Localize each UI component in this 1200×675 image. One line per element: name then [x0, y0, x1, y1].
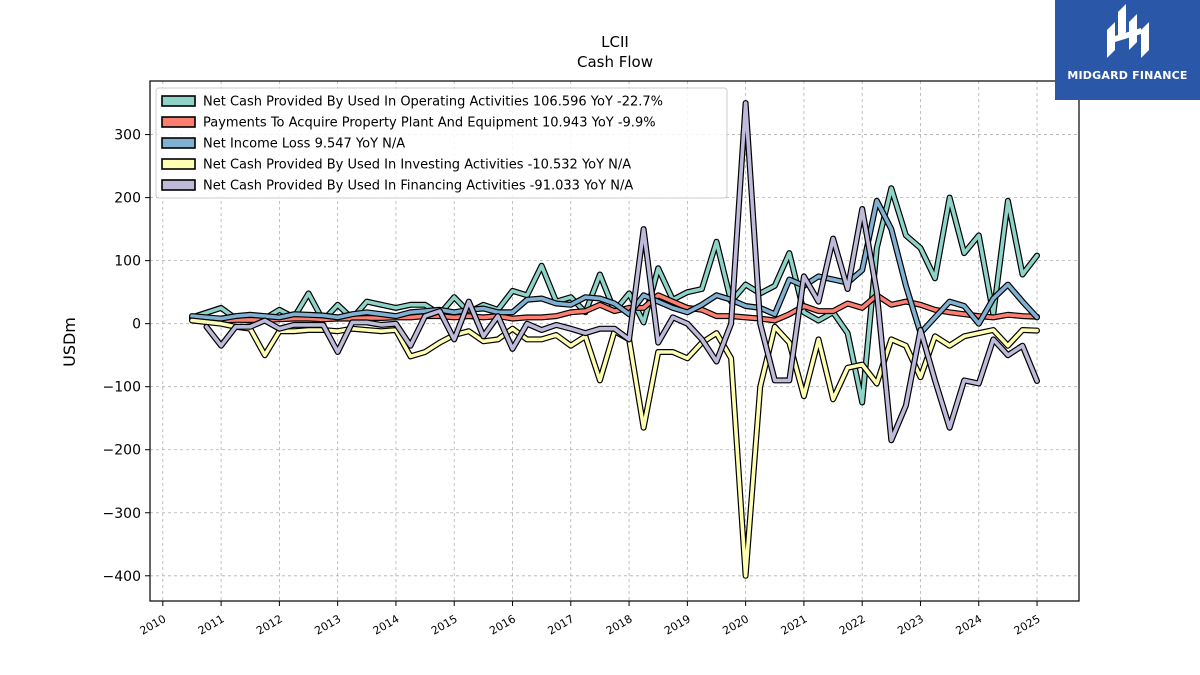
- series-layer: [189, 100, 1040, 579]
- x-tick-label: 2024: [954, 612, 985, 637]
- legend-swatch: [161, 179, 196, 191]
- y-tick-label: −300: [103, 506, 141, 522]
- legend-swatch: [161, 137, 196, 149]
- series-line: [204, 101, 1039, 443]
- x-tick-label: 2025: [1012, 612, 1043, 637]
- y-tick-label: 200: [114, 191, 141, 207]
- series-line: [190, 186, 1039, 405]
- x-tick-label: 2012: [254, 612, 285, 637]
- x-tick-label: 2016: [487, 612, 518, 637]
- x-tick-label: 2019: [662, 612, 693, 637]
- x-tick-label: 2011: [196, 612, 227, 637]
- legend-box: [155, 87, 728, 199]
- x-tick-label: 2020: [720, 612, 751, 637]
- legend-label: Net Cash Provided By Used In Operating A…: [203, 95, 663, 110]
- legend-swatch: [161, 116, 196, 128]
- legend-label: Net Cash Provided By Used In Investing A…: [203, 158, 631, 173]
- y-tick-label: −400: [103, 569, 141, 585]
- x-tick-label: 2010: [138, 612, 169, 637]
- series-4: [189, 317, 1040, 579]
- legend-swatch: [161, 158, 196, 170]
- y-tick-label: 300: [114, 128, 141, 144]
- series-line: [190, 318, 1039, 578]
- plot-frame: [149, 80, 1080, 602]
- legend: Net Cash Provided By Used In Operating A…: [155, 87, 728, 199]
- y-tick-label: −100: [103, 380, 141, 396]
- y-tick-label: 100: [114, 254, 141, 270]
- y-axis-label: USDm: [60, 317, 79, 367]
- y-tick-label: 0: [132, 317, 141, 333]
- brand-mark-icon: [1107, 4, 1149, 58]
- legend-label: Net Cash Provided By Used In Financing A…: [203, 179, 633, 194]
- x-tick-label: 2018: [604, 612, 635, 637]
- chart-title: LCII: [601, 33, 629, 51]
- x-tick-label: 2021: [779, 612, 810, 637]
- x-tick-label: 2022: [837, 612, 868, 637]
- y-axis-ticks: −400 −300 −200 −100 0 100 200 300: [103, 128, 150, 585]
- x-tick-label: 2013: [312, 612, 343, 637]
- x-axis-ticks: 2010 2011 2012 2013 2014 2015 2016 2017 2018 2019…: [138, 601, 1043, 638]
- series-5: [203, 100, 1040, 444]
- brand-name: MIDGARD FINANCE: [1067, 69, 1188, 82]
- series-3: [189, 197, 1040, 337]
- chart-subtitle: Cash Flow: [577, 53, 653, 71]
- legend-label: Payments To Acquire Property Plant And E…: [203, 116, 656, 131]
- series-line: [190, 199, 1039, 335]
- x-tick-label: 2017: [546, 612, 577, 637]
- legend-swatch: [161, 95, 196, 107]
- x-tick-label: 2014: [371, 612, 402, 637]
- series-1: [189, 185, 1040, 406]
- x-tick-label: 2015: [429, 612, 460, 637]
- y-tick-label: −200: [103, 443, 141, 459]
- x-tick-label: 2023: [895, 612, 926, 637]
- brand-logo: MIDGARD FINANCE: [1055, 0, 1200, 100]
- legend-label: Net Income Loss 9.547 YoY N/A: [203, 137, 405, 152]
